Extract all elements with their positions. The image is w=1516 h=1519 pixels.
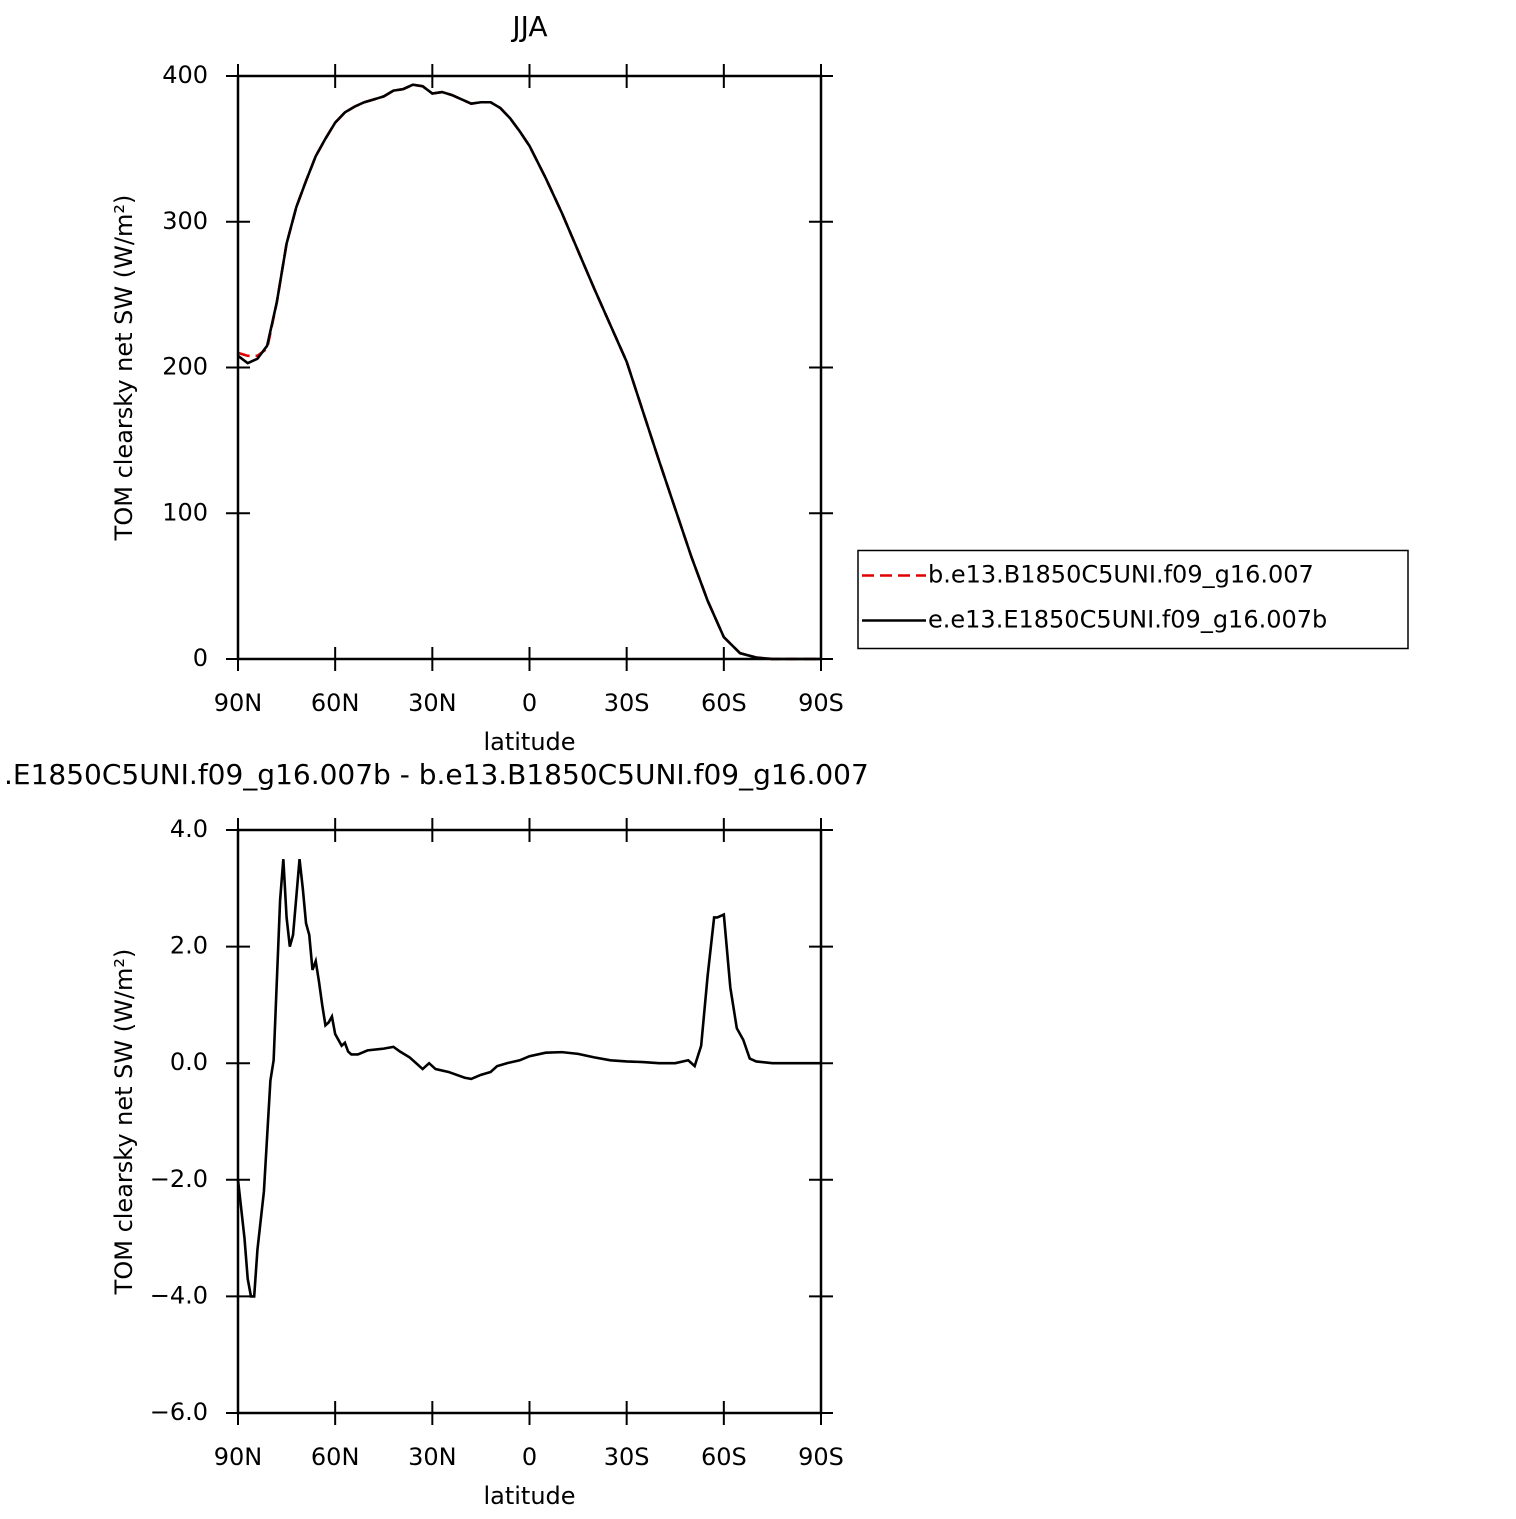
x-tick-label: 60N — [311, 689, 360, 717]
y-tick-label: 4.0 — [170, 815, 208, 843]
x-tick-label: 30N — [408, 1443, 457, 1471]
y-axis-label: TOM clearsky net SW (W/m²) — [110, 949, 138, 1296]
legend-label: b.e13.B1850C5UNI.f09_g16.007 — [928, 561, 1314, 589]
y-tick-label: 0.0 — [170, 1048, 208, 1076]
y-tick-label: 400 — [162, 61, 208, 89]
y-tick-label: −2.0 — [150, 1165, 208, 1193]
x-tick-label: 30S — [604, 1443, 650, 1471]
x-tick-label: 30N — [408, 689, 457, 717]
x-tick-label: 0 — [522, 1443, 537, 1471]
plot-frame — [236, 828, 823, 1415]
x-tick-label: 90S — [798, 689, 844, 717]
y-axis-label: TOM clearsky net SW (W/m²) — [110, 195, 138, 542]
y-tick-label: 200 — [162, 353, 208, 381]
y-tick-label: −6.0 — [150, 1398, 208, 1426]
x-axis-label: latitude — [483, 728, 575, 756]
legend-label: e.e13.E1850C5UNI.f09_g16.007b — [928, 606, 1327, 634]
data-line — [236, 859, 821, 1298]
y-tick-label: 300 — [162, 207, 208, 235]
x-tick-label: 30S — [604, 689, 650, 717]
plot-frame — [236, 74, 823, 661]
x-axis-label: latitude — [483, 1482, 575, 1510]
x-tick-label: 60S — [701, 1443, 747, 1471]
x-tick-label: 60S — [701, 689, 747, 717]
y-tick-label: 2.0 — [170, 932, 208, 960]
chart-title: .E1850C5UNI.f09_g16.007b - b.e13.B1850C5… — [4, 758, 869, 791]
y-tick-label: 100 — [162, 498, 208, 526]
data-line — [237, 83, 821, 661]
y-tick-label: 0 — [193, 644, 208, 672]
x-tick-label: 90S — [798, 1443, 844, 1471]
data-line — [237, 83, 821, 661]
x-tick-label: 90N — [214, 689, 263, 717]
x-tick-label: 0 — [522, 689, 537, 717]
chart-title: JJA — [510, 10, 547, 43]
x-tick-label: 90N — [214, 1443, 263, 1471]
x-tick-label: 60N — [311, 1443, 360, 1471]
y-tick-label: −4.0 — [150, 1281, 208, 1309]
legend-box — [857, 549, 1409, 650]
